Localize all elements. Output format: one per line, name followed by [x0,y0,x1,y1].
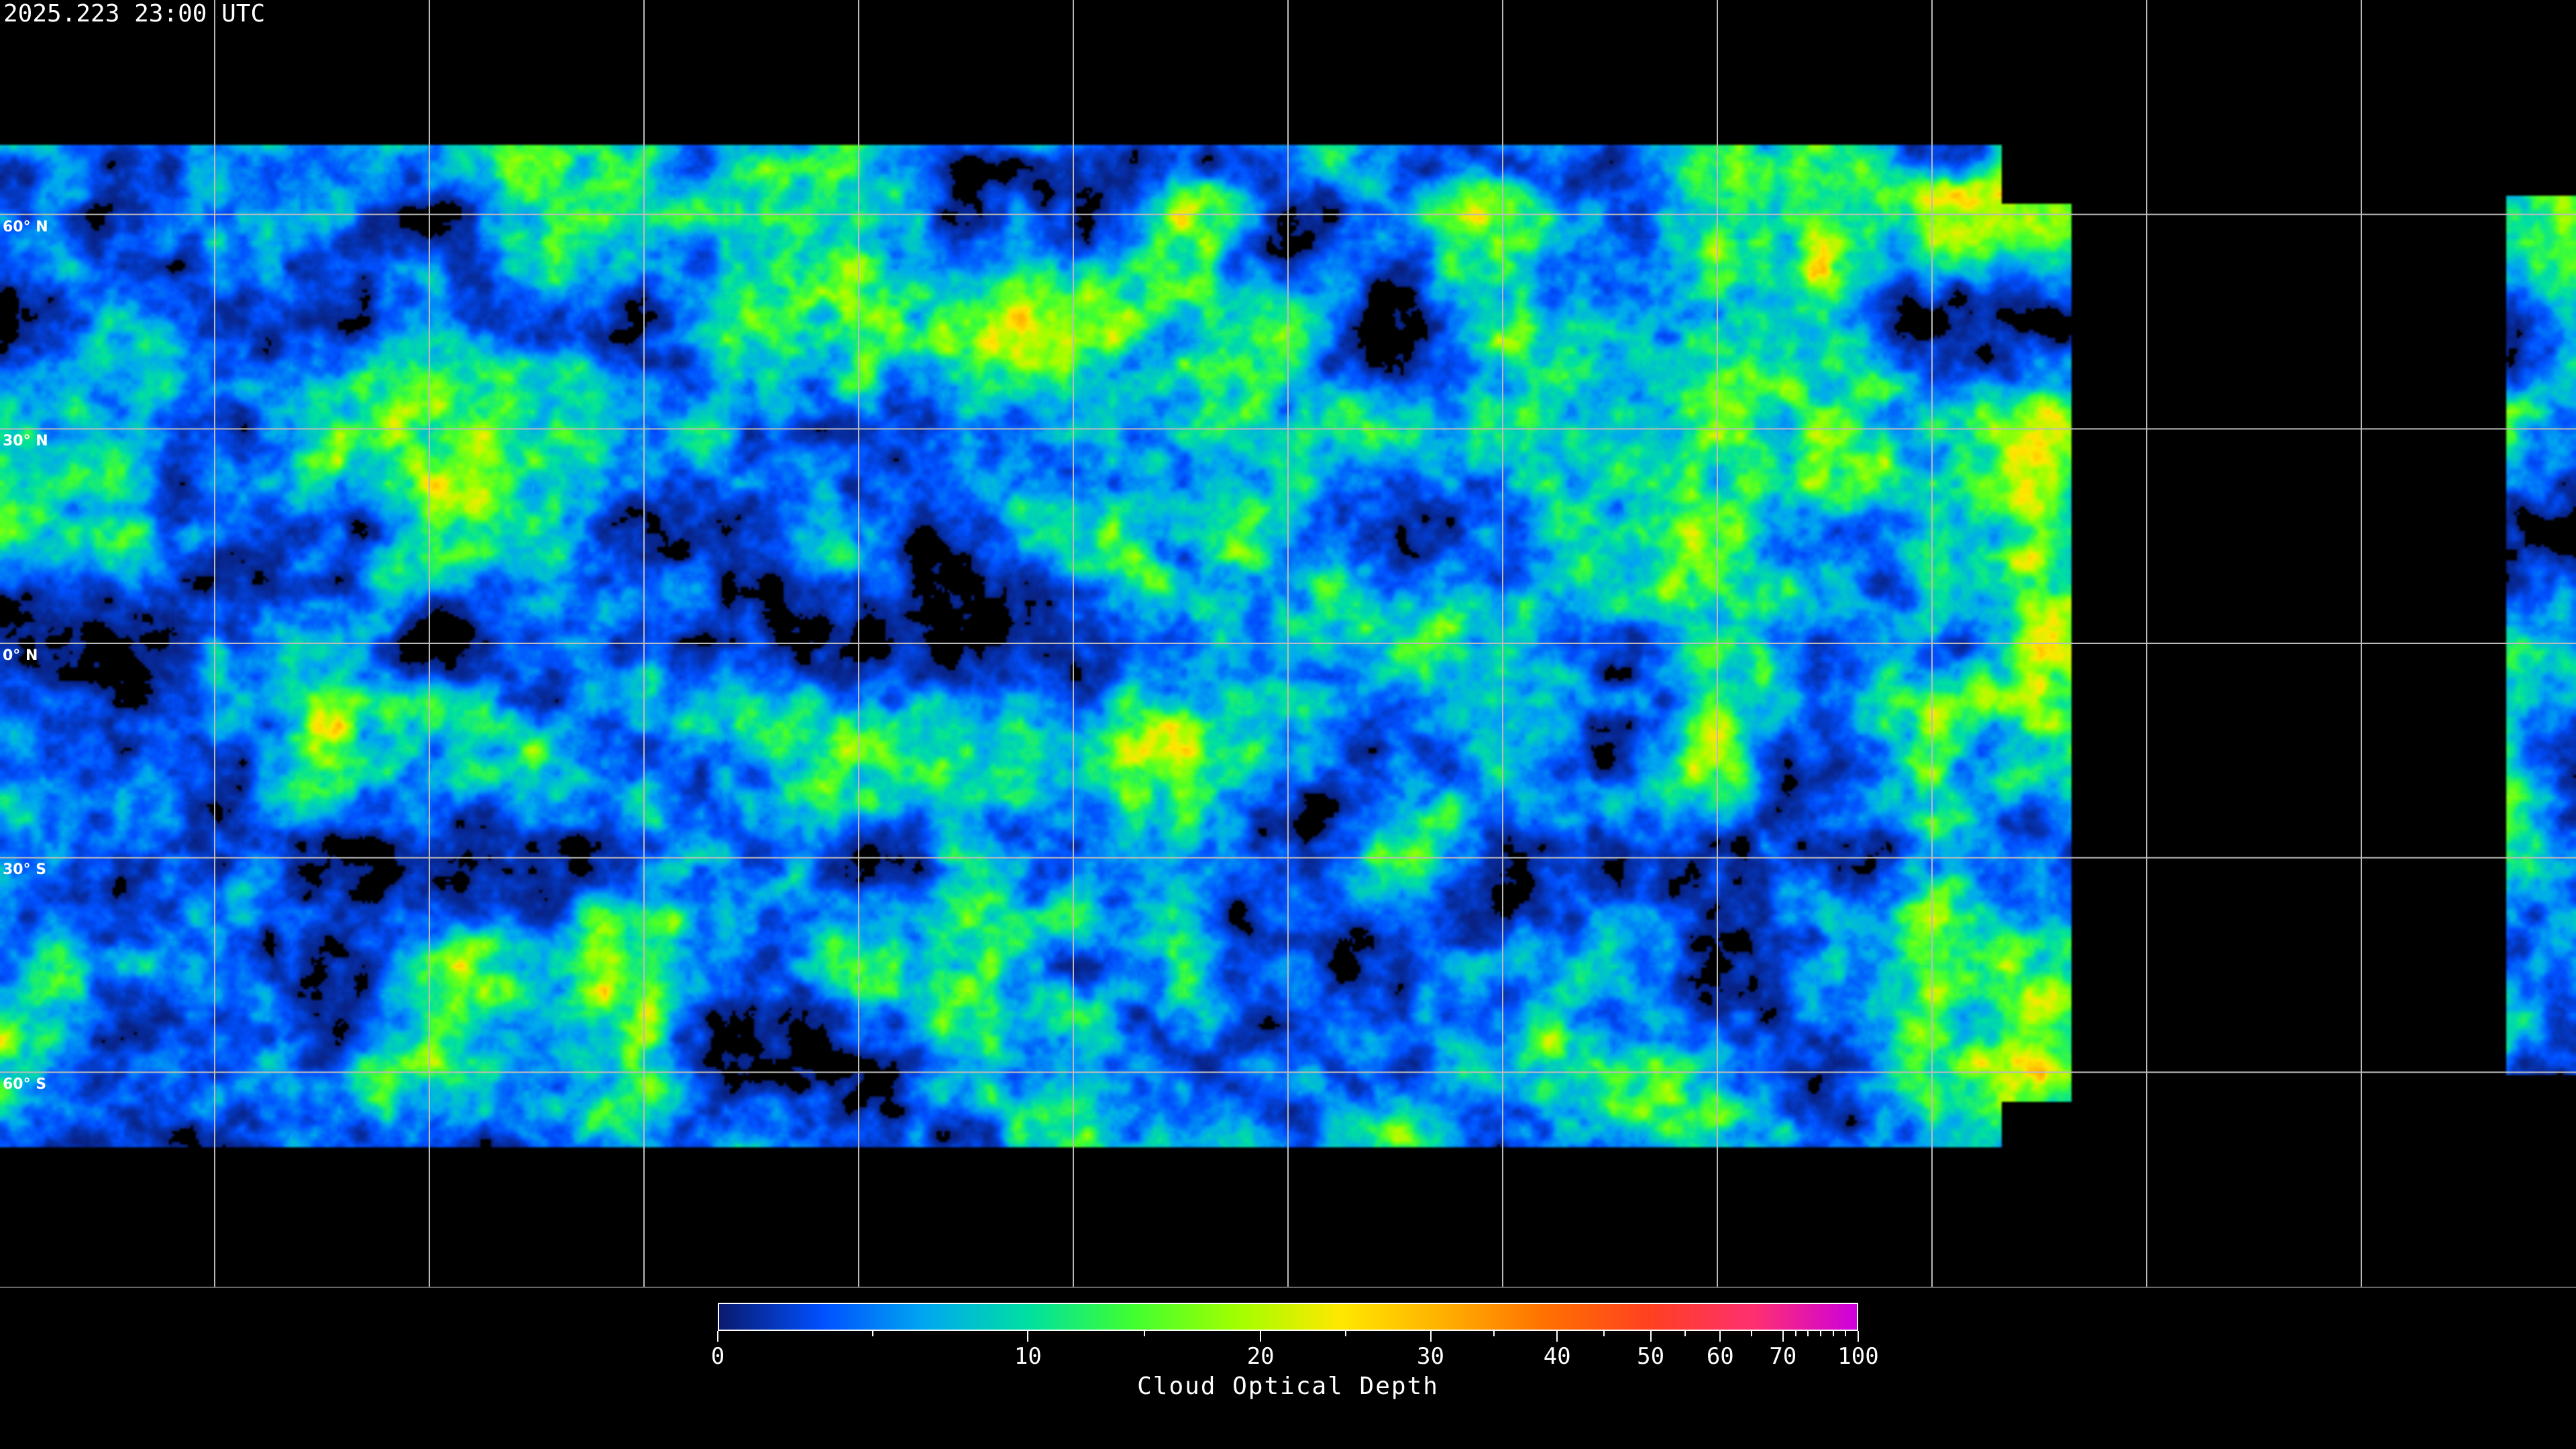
colorbar-tick-label: 10 [1014,1343,1042,1370]
colorbar-major-tick [717,1331,718,1342]
colorbar-tick-label: 40 [1543,1343,1571,1370]
colorbar-minor-tick [1344,1331,1346,1336]
lat-label-30s: 30° S [3,861,47,878]
colorbar-major-tick [1027,1331,1029,1342]
colorbar-minor-tick [1143,1331,1145,1336]
colorbar-minor-tick [1807,1331,1809,1336]
colorbar [718,1303,1858,1331]
cloud-optical-depth-map: 60° N 30° N 0° N 30° S 60° S [0,0,2576,1287]
colorbar-tick-label: 20 [1246,1343,1275,1370]
graticule [0,0,2576,1287]
colorbar-major-tick [1556,1331,1558,1342]
lat-label-60s: 60° S [3,1076,47,1093]
colorbar-minor-tick [872,1331,874,1336]
colorbar-minor-tick [1832,1331,1834,1336]
lat-label-60n: 60° N [3,219,48,235]
colorbar-major-tick [1858,1331,1859,1342]
colorbar-title: Cloud Optical Depth [1137,1373,1439,1400]
colorbar-tick-label: 0 [710,1343,725,1370]
colorbar-major-tick [1430,1331,1432,1342]
lat-label-0: 0° N [3,647,38,664]
colorbar-minor-tick [1684,1331,1686,1336]
colorbar-minor-tick [1819,1331,1821,1336]
colorbar-minor-tick [1751,1331,1753,1336]
colorbar-tick-label: 30 [1417,1343,1444,1370]
lat-label-30n: 30° N [3,433,48,449]
colorbar-minor-tick [1493,1331,1495,1336]
map-bottom-border [0,1287,2576,1288]
colorbar-tick-label: 50 [1637,1343,1665,1370]
colorbar-major-tick [1650,1331,1652,1342]
colorbar-ticks: 0 10 20 30 40 50 60 70 100 [711,1331,1879,1398]
timestamp: 2025.223 23:00 UTC [3,0,266,28]
colorbar-major-tick [1782,1331,1784,1342]
colorbar-tick-label: 70 [1769,1343,1797,1370]
colorbar-tick-label: 60 [1706,1343,1734,1370]
colorbar-tick-label: 100 [1837,1343,1879,1370]
colorbar-minor-tick [1794,1331,1796,1336]
colorbar-minor-tick [1845,1331,1847,1336]
colorbar-major-tick [1260,1331,1262,1342]
colorbar-major-tick [1719,1331,1721,1342]
colorbar-minor-tick [1603,1331,1605,1336]
